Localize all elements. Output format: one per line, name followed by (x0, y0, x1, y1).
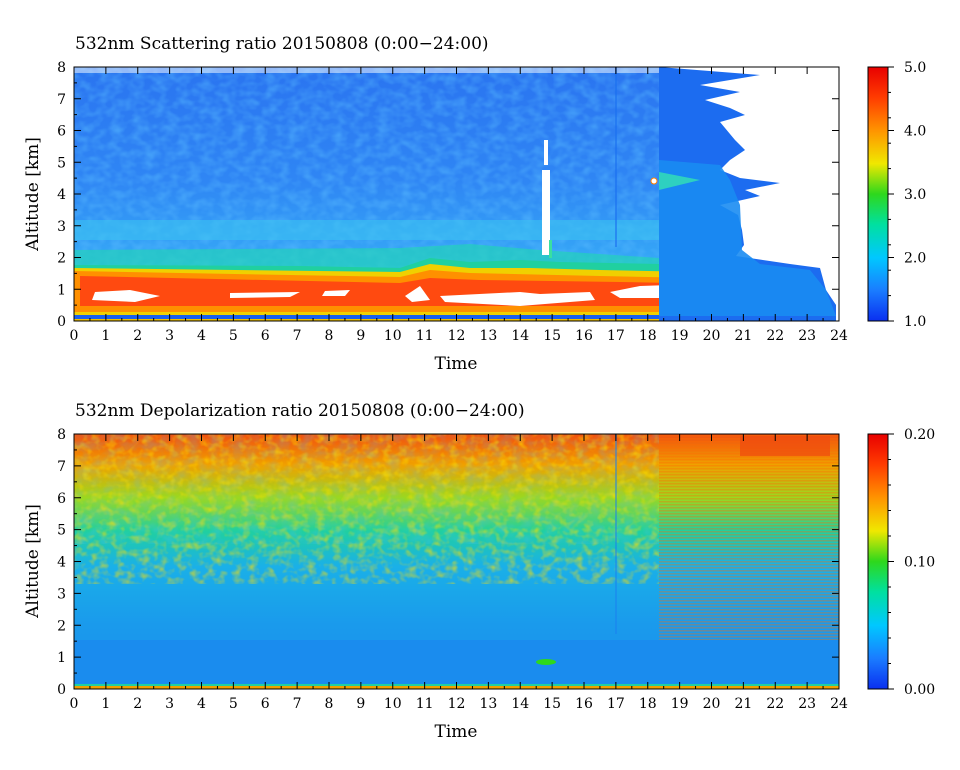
y-tick-label: 8 (57, 60, 66, 76)
x-tick-label: 20 (703, 328, 721, 344)
chart-title: 532nm Depolarization ratio 20150808 (0:0… (75, 401, 525, 421)
y-tick-label: 0 (57, 314, 66, 330)
y-tick-label: 4 (57, 187, 66, 203)
x-axis: 0 1 2 3 4 5 6 7 8 9 10 11 12 13 14 15 16 17 18 19 20 21 22 23 24 (70, 67, 848, 344)
x-tick-label: 19 (671, 328, 689, 344)
x-tick-label: 3 (165, 696, 174, 712)
colorbar-tick-label: 5.0 (904, 60, 926, 76)
colorbar-tick-label: 1.0 (904, 314, 926, 330)
x-tick-label: 6 (261, 696, 270, 712)
x-tick-label: 13 (479, 328, 497, 344)
x-tick-label: 12 (448, 328, 466, 344)
x-tick-label: 8 (325, 696, 334, 712)
x-tick-label: 8 (325, 328, 334, 344)
x-tick-label: 5 (229, 696, 238, 712)
x-tick-label: 18 (639, 328, 657, 344)
x-tick-label: 5 (229, 328, 238, 344)
y-tick-label: 2 (57, 251, 66, 267)
scattering-ratio-panel: 532nm Scattering ratio 20150808 (0:00−24… (23, 34, 926, 374)
x-tick-label: 15 (543, 696, 561, 712)
y-tick-label: 7 (57, 459, 66, 475)
x-tick-label: 14 (511, 328, 529, 344)
x-tick-label: 10 (384, 328, 402, 344)
x-tick-label: 21 (734, 696, 752, 712)
y-tick-label: 3 (57, 586, 66, 602)
x-tick-label: 9 (356, 328, 365, 344)
x-tick-label: 15 (543, 328, 561, 344)
x-axis: 0 1 2 3 4 5 6 7 8 9 10 11 12 13 14 15 16 17 18 19 20 21 22 23 24 (70, 434, 848, 712)
y-tick-label: 1 (57, 282, 66, 298)
x-tick-label: 21 (734, 328, 752, 344)
x-tick-label: 13 (479, 696, 497, 712)
x-tick-label: 2 (133, 328, 142, 344)
x-axis-label: Time (435, 354, 478, 374)
colorbar-tick-label: 0.10 (904, 555, 935, 571)
y-tick-label: 6 (57, 491, 66, 507)
x-tick-label: 11 (416, 696, 434, 712)
y-tick-label: 7 (57, 92, 66, 108)
x-tick-label: 10 (384, 696, 402, 712)
x-tick-label: 0 (70, 328, 79, 344)
y-tick-label: 2 (57, 618, 66, 634)
heatmap-image (74, 434, 839, 689)
colorbar-tick-label: 4.0 (904, 124, 926, 140)
x-tick-label: 23 (798, 696, 816, 712)
y-tick-label: 8 (57, 427, 66, 443)
colorbar-tick-label: 2.0 (904, 251, 926, 267)
x-tick-label: 19 (671, 696, 689, 712)
colorbar-tick-label: 3.0 (904, 187, 926, 203)
y-axis-label: Altitude [km] (23, 137, 43, 252)
x-tick-label: 1 (101, 696, 110, 712)
x-tick-label: 7 (293, 328, 302, 344)
y-axis: 0 1 2 3 4 5 6 7 8 (57, 427, 839, 698)
x-tick-label: 23 (798, 328, 816, 344)
y-axis: 0 1 2 3 4 5 6 7 8 (57, 60, 839, 330)
colorbar-ticks: 1.0 2.0 3.0 4.0 5.0 (888, 60, 926, 330)
x-tick-label: 4 (197, 328, 206, 344)
x-tick-label: 7 (293, 696, 302, 712)
colorbar-tick-label: 0.20 (904, 427, 935, 443)
colorbar: 0.00 0.10 0.20 (867, 427, 935, 698)
x-tick-label: 17 (607, 696, 625, 712)
x-tick-label: 24 (830, 696, 848, 712)
x-tick-label: 20 (703, 696, 721, 712)
y-tick-label: 4 (57, 555, 66, 571)
colorbar: 1.0 2.0 3.0 4.0 5.0 (867, 60, 926, 330)
y-tick-label: 5 (57, 155, 66, 171)
x-tick-label: 3 (165, 328, 174, 344)
x-tick-label: 11 (416, 328, 434, 344)
depolarization-ratio-panel: 532nm Depolarization ratio 20150808 (0:0… (23, 401, 935, 742)
y-tick-label: 1 (57, 650, 66, 666)
heatmap-image (74, 67, 839, 321)
colorbar-ticks: 0.00 0.10 0.20 (888, 427, 935, 698)
x-axis-label: Time (435, 722, 478, 742)
x-tick-label: 2 (133, 696, 142, 712)
x-tick-label: 22 (766, 328, 784, 344)
x-tick-label: 16 (575, 696, 593, 712)
y-tick-label: 5 (57, 523, 66, 539)
x-tick-label: 0 (70, 696, 79, 712)
x-tick-label: 18 (639, 696, 657, 712)
x-tick-label: 14 (511, 696, 529, 712)
colorbar-tick-label: 0.00 (904, 682, 935, 698)
x-tick-label: 9 (356, 696, 365, 712)
x-tick-label: 24 (830, 328, 848, 344)
y-tick-label: 3 (57, 219, 66, 235)
x-tick-label: 12 (448, 696, 466, 712)
chart-title: 532nm Scattering ratio 20150808 (0:00−24… (75, 34, 489, 54)
y-tick-label: 0 (57, 682, 66, 698)
x-tick-label: 22 (766, 696, 784, 712)
y-tick-label: 6 (57, 124, 66, 140)
x-tick-label: 17 (607, 328, 625, 344)
x-tick-label: 16 (575, 328, 593, 344)
x-tick-label: 6 (261, 328, 270, 344)
x-tick-label: 4 (197, 696, 206, 712)
y-axis-label: Altitude [km] (23, 504, 43, 619)
x-tick-label: 1 (101, 328, 110, 344)
